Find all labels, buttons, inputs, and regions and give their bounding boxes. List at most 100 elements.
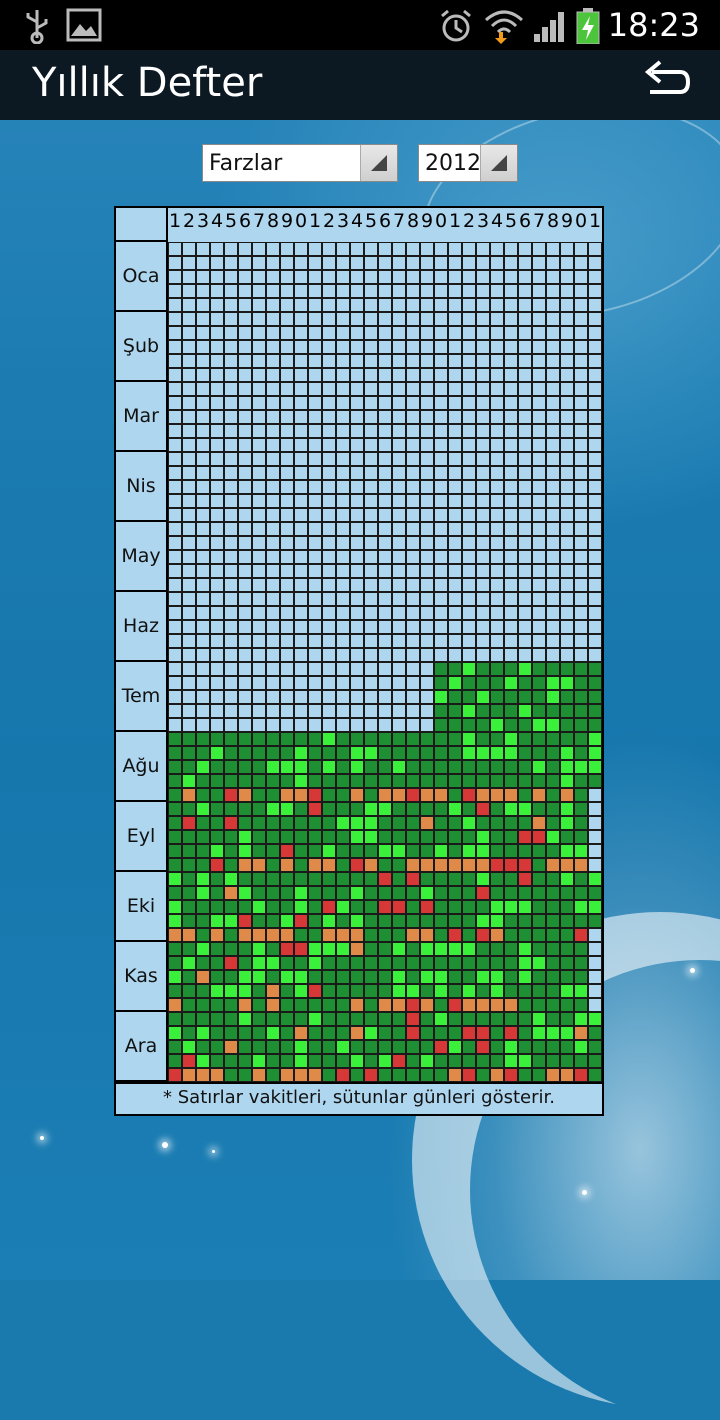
grid-cell bbox=[266, 746, 280, 760]
month-label: Eyl bbox=[116, 802, 168, 872]
grid-cell bbox=[560, 1054, 574, 1068]
grid-cell bbox=[574, 550, 588, 564]
grid-cell bbox=[196, 424, 210, 438]
grid-cell bbox=[588, 648, 602, 662]
grid-cell bbox=[308, 1068, 322, 1082]
grid-cell bbox=[532, 298, 546, 312]
grid-cell bbox=[448, 284, 462, 298]
grid-cell bbox=[308, 816, 322, 830]
grid-cell bbox=[322, 998, 336, 1012]
grid-cell bbox=[238, 466, 252, 480]
grid-cell bbox=[210, 354, 224, 368]
grid-cell bbox=[210, 648, 224, 662]
grid-cell bbox=[490, 634, 504, 648]
grid-cell bbox=[490, 914, 504, 928]
grid-cell bbox=[364, 326, 378, 340]
grid-cell bbox=[546, 578, 560, 592]
grid-cell bbox=[280, 928, 294, 942]
grid-cell bbox=[490, 242, 504, 256]
grid-cell bbox=[406, 690, 420, 704]
grid-cell bbox=[308, 550, 322, 564]
grid-cell bbox=[336, 564, 350, 578]
grid-cell bbox=[574, 298, 588, 312]
grid-cell bbox=[238, 340, 252, 354]
grid-cell bbox=[392, 872, 406, 886]
grid-cell bbox=[518, 914, 532, 928]
grid-cell bbox=[504, 298, 518, 312]
grid-cell bbox=[490, 942, 504, 956]
grid-cell bbox=[490, 886, 504, 900]
grid-cell bbox=[448, 872, 462, 886]
grid-cell bbox=[322, 578, 336, 592]
grid-cell bbox=[182, 802, 196, 816]
grid-cell bbox=[280, 732, 294, 746]
grid-cell bbox=[238, 928, 252, 942]
grid-cell bbox=[588, 606, 602, 620]
grid-cell bbox=[532, 886, 546, 900]
grid-cell bbox=[560, 494, 574, 508]
grid-cell bbox=[476, 998, 490, 1012]
grid-cell bbox=[420, 578, 434, 592]
day-label: 2 bbox=[462, 210, 476, 232]
grid-cell bbox=[518, 270, 532, 284]
back-icon[interactable] bbox=[640, 58, 692, 110]
grid-cell bbox=[476, 844, 490, 858]
grid-cell bbox=[238, 508, 252, 522]
grid-cell bbox=[560, 760, 574, 774]
grid-cell bbox=[294, 1054, 308, 1068]
grid-cell bbox=[588, 438, 602, 452]
grid-cell bbox=[308, 242, 322, 256]
grid-cell bbox=[420, 788, 434, 802]
grid-cell bbox=[336, 480, 350, 494]
grid-cell bbox=[168, 998, 182, 1012]
grid-cell bbox=[196, 592, 210, 606]
grid-cell bbox=[504, 480, 518, 494]
grid-cell bbox=[420, 760, 434, 774]
grid-cell bbox=[252, 662, 266, 676]
grid-cell bbox=[308, 690, 322, 704]
grid-cell bbox=[238, 634, 252, 648]
grid-cell bbox=[518, 872, 532, 886]
grid-cell bbox=[504, 368, 518, 382]
grid-cell bbox=[588, 564, 602, 578]
grid-cell bbox=[504, 424, 518, 438]
grid-cell bbox=[392, 760, 406, 774]
grid-cell bbox=[224, 858, 238, 872]
grid-cell bbox=[588, 242, 602, 256]
grid-cell bbox=[252, 802, 266, 816]
grid-cell bbox=[308, 564, 322, 578]
grid-cell bbox=[378, 466, 392, 480]
grid-cell bbox=[252, 956, 266, 970]
year-dropdown[interactable]: 2012 bbox=[418, 144, 518, 182]
grid-cell bbox=[182, 564, 196, 578]
grid-cell bbox=[504, 564, 518, 578]
grid-cell bbox=[532, 774, 546, 788]
grid-cell bbox=[280, 284, 294, 298]
grid-cell bbox=[518, 634, 532, 648]
grid-cell bbox=[364, 956, 378, 970]
grid-cell bbox=[238, 592, 252, 606]
grid-cell bbox=[210, 452, 224, 466]
grid-cell bbox=[252, 242, 266, 256]
grid-cell bbox=[322, 536, 336, 550]
grid-cell bbox=[462, 536, 476, 550]
category-dropdown[interactable]: Farzlar bbox=[202, 144, 398, 182]
grid-cell bbox=[322, 242, 336, 256]
grid-cell bbox=[266, 984, 280, 998]
grid-cell bbox=[168, 690, 182, 704]
grid-cell bbox=[252, 522, 266, 536]
grid-cell bbox=[462, 396, 476, 410]
grid-cell bbox=[532, 522, 546, 536]
grid-cell bbox=[406, 410, 420, 424]
grid-cell bbox=[560, 508, 574, 522]
grid-cell bbox=[336, 620, 350, 634]
grid-cell bbox=[182, 998, 196, 1012]
grid-cell bbox=[350, 802, 364, 816]
grid-cell bbox=[560, 648, 574, 662]
grid-cell bbox=[518, 382, 532, 396]
grid-cell bbox=[560, 284, 574, 298]
grid-cell bbox=[168, 956, 182, 970]
grid-cell bbox=[182, 634, 196, 648]
grid-cell bbox=[238, 326, 252, 340]
grid-cell bbox=[392, 970, 406, 984]
